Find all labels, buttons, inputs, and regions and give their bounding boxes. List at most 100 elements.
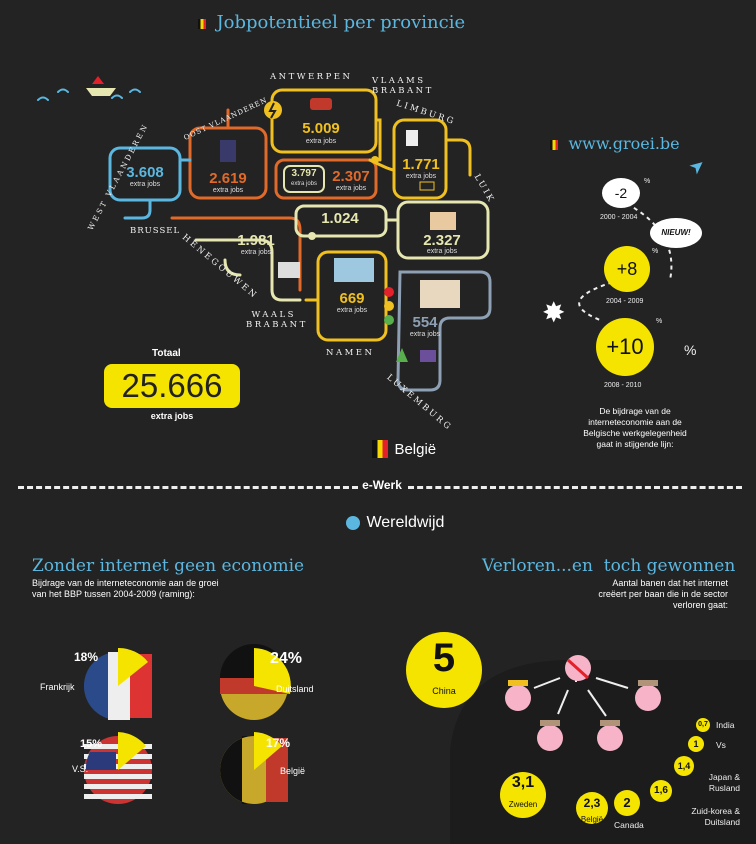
belgium-flag-icon <box>372 440 388 458</box>
belgium-flag-icon <box>198 18 206 29</box>
country-frankrijk: Frankrijk <box>40 682 75 692</box>
china-label: China <box>432 686 456 696</box>
pct-belgie: 17% <box>266 736 291 750</box>
label-zweden: Zweden <box>508 800 538 809</box>
value-zweden: 3,1 <box>511 774 535 791</box>
value-henegouwen: 1.981 <box>237 232 275 249</box>
people-icon <box>420 350 436 362</box>
unit-luik: extra jobs <box>426 248 458 255</box>
world-header: Wereldwijd <box>346 514 444 532</box>
country-duitsland: Duitsland <box>276 684 314 694</box>
circle-japan: 1,4 <box>674 756 694 776</box>
lightning-icon <box>264 101 282 119</box>
province-map <box>37 76 492 392</box>
value-luxemburg: 554 <box>412 314 438 331</box>
label-antwerpen: ANTWERPEN <box>270 72 353 82</box>
value-antwerpen: 5.009 <box>302 120 340 137</box>
label-japan: Japan & Rusland <box>708 772 740 793</box>
unit-oost-vlaanderen: extra jobs <box>212 187 244 194</box>
country-vs: V.S. <box>72 764 89 774</box>
unit-antwerpen: extra jobs <box>305 138 337 145</box>
belgie-label: België <box>372 440 436 458</box>
label-waals-brabant: WAALS BRABANT <box>246 310 308 330</box>
label-namen: NAMEN <box>326 348 375 358</box>
label-zuidkorea: Zuid-korea & Duitsland <box>691 806 740 827</box>
groei-2004-circle: +8 <box>604 246 650 292</box>
pct-duitsland: 24% <box>270 650 303 667</box>
groei-2008-pct: % <box>656 318 663 325</box>
globe-icon <box>346 516 360 530</box>
label-belgie: België <box>580 815 604 824</box>
groei-connector <box>578 199 673 321</box>
unit-limburg: extra jobs <box>405 173 437 180</box>
ship-icon <box>86 76 116 96</box>
groei-2000-circle: -2 <box>602 178 640 208</box>
explosion-icon: ✸ <box>542 297 566 328</box>
value-limburg: 1.771 <box>402 156 440 173</box>
pie-vs <box>84 732 152 804</box>
circle-zuidkorea: 1,6 <box>650 780 672 802</box>
groei-2000-pct: % <box>644 178 651 185</box>
groei-2000-period: 2000 - 2004 <box>600 214 638 221</box>
china-circle <box>406 632 482 708</box>
groei-description: De bijdrage van de interneteconomie aan … <box>583 406 687 449</box>
circle-vs: 1 <box>688 736 704 752</box>
value-luik: 2.327 <box>423 232 461 249</box>
pct-vs: 15% <box>80 738 103 750</box>
faces <box>505 655 661 751</box>
envelope-icon <box>420 280 460 308</box>
value-vlaams-brabant: 2.307 <box>332 168 370 185</box>
label-brussel: BRUSSEL <box>130 226 181 236</box>
total-value: 25.666 <box>121 367 223 404</box>
groei-2008-period: 2008 - 2010 <box>604 382 642 389</box>
value-west-vlaanderen: 3.608 <box>126 164 164 181</box>
pie-charts <box>84 644 291 804</box>
value-belgie: 2,3 <box>583 796 601 810</box>
battery-icon <box>419 181 435 191</box>
country-belgie: België <box>280 766 306 776</box>
unit-west-vlaanderen: extra jobs <box>129 181 161 188</box>
pie-duitsland <box>220 644 291 720</box>
groei-link[interactable]: www.groei.be <box>550 134 680 154</box>
value-brussel: 3.797 <box>291 168 317 179</box>
groei-2004-period: 2004 - 2009 <box>606 298 644 305</box>
unit-namen: extra jobs <box>336 307 368 314</box>
pie-belgie <box>220 732 288 804</box>
label-vlaams-brabant: VLAAMS BRABANT <box>372 76 434 96</box>
circle-india: 0,7 <box>696 718 710 732</box>
tree-icon <box>396 348 408 362</box>
value-namen: 669 <box>339 290 365 307</box>
pct-frankrijk: 18% <box>74 650 99 664</box>
unit-henegouwen: extra jobs <box>240 249 272 256</box>
verloren-title: Verloren...en toch gewonnen <box>482 556 736 576</box>
belgium-flag-icon <box>550 139 558 150</box>
total-label: Totaal <box>152 348 181 359</box>
economie-subtitle: Bijdrage van de interneteconomie aan de … <box>32 578 219 599</box>
label-india: India <box>716 720 735 730</box>
value-waals-brabant: 1.024 <box>321 210 359 227</box>
car-icon <box>310 98 332 110</box>
building-icon <box>334 258 374 282</box>
verloren-subtitle: Aantal banen dat het internet creëert pe… <box>598 578 728 610</box>
page-header: Jobpotentieel per provincie <box>198 12 465 33</box>
label-vs: Vs <box>716 740 726 750</box>
computer-icon <box>278 262 300 278</box>
label-canada: Canada <box>614 820 644 830</box>
circle-canada: 2 <box>614 790 640 816</box>
total-unit: extra jobs <box>150 411 194 421</box>
divider-line-right <box>408 486 742 489</box>
groei-2008-pct-large: % <box>684 342 697 358</box>
unit-luxemburg: extra jobs <box>409 331 441 338</box>
groei-2008-circle: +10 <box>596 318 654 376</box>
circle-zweden <box>500 772 546 818</box>
pie-frankrijk <box>84 647 152 720</box>
groei-2004-pct: % <box>652 248 659 255</box>
factory-icon <box>430 212 456 230</box>
divider-line-left <box>18 486 358 489</box>
china-value: 5 <box>432 636 456 680</box>
unit-brussel: extra jobs <box>290 181 317 187</box>
nieuw-badge: NIEUW! <box>650 218 702 248</box>
value-oost-vlaanderen: 2.619 <box>209 170 247 187</box>
page-title: Jobpotentieel per provincie <box>216 12 466 33</box>
divider-label: e-Werk <box>362 478 402 492</box>
